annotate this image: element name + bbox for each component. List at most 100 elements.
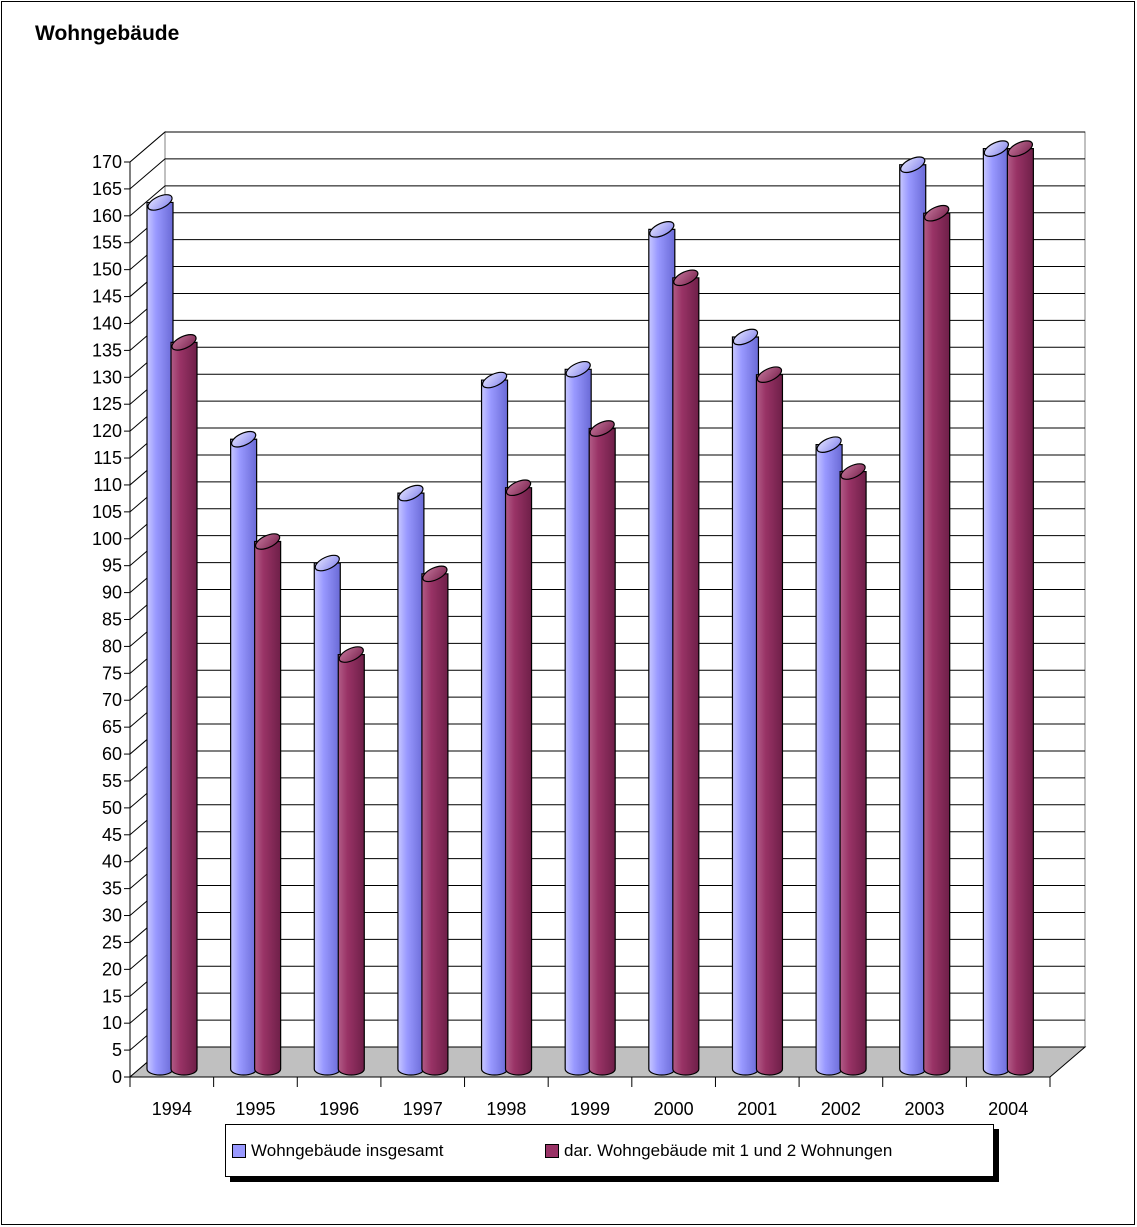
bar-top bbox=[481, 371, 508, 389]
bar-top bbox=[983, 140, 1010, 157]
bar-body bbox=[1006, 148, 1034, 1076]
y-tick-label-155: 155 bbox=[92, 233, 122, 253]
x-tick-label-1994: 1994 bbox=[152, 1099, 192, 1119]
bar-body bbox=[397, 492, 425, 1076]
y-tick-label-150: 150 bbox=[92, 260, 122, 280]
y-tick-label-130: 130 bbox=[92, 367, 122, 387]
legend-swatch-1-und-2-wohnungen bbox=[545, 1144, 559, 1158]
chart-axes bbox=[124, 161, 1051, 1087]
y-tick-label-170: 170 bbox=[92, 152, 122, 172]
bar-body bbox=[170, 341, 198, 1076]
bar-top bbox=[756, 366, 783, 384]
bar-insgesamt-1994 bbox=[146, 194, 174, 1076]
bar-top bbox=[1007, 140, 1034, 157]
x-tick-label-2004: 2004 bbox=[988, 1099, 1028, 1119]
x-tick-label-1995: 1995 bbox=[235, 1099, 275, 1119]
y-tick-label-140: 140 bbox=[92, 313, 122, 333]
y-tick-label-75: 75 bbox=[102, 663, 122, 683]
bar-top bbox=[924, 204, 950, 222]
y-tick-label-135: 135 bbox=[92, 340, 122, 360]
y-tick-label-30: 30 bbox=[102, 906, 122, 926]
bar-1-und-2-wohnungen-1997 bbox=[421, 565, 449, 1076]
legend-label-1-und-2-wohnungen: dar. Wohngebäude mit 1 und 2 Wohnungen bbox=[564, 1141, 893, 1160]
gridline-170 bbox=[129, 131, 1085, 163]
x-tick-label-2002: 2002 bbox=[821, 1099, 861, 1119]
y-tick-label-160: 160 bbox=[92, 206, 122, 226]
bar-body bbox=[839, 470, 867, 1076]
bar-body bbox=[313, 562, 341, 1076]
bar-body bbox=[982, 148, 1010, 1076]
bar-top bbox=[171, 334, 197, 351]
x-tick-label-2003: 2003 bbox=[905, 1099, 945, 1119]
bar-body bbox=[230, 438, 258, 1076]
y-tick-label-100: 100 bbox=[92, 529, 122, 549]
bar-1-und-2-wohnungen-2003 bbox=[923, 204, 951, 1076]
bar-top bbox=[254, 533, 281, 550]
bar-top bbox=[816, 436, 842, 453]
y-tick-label-165: 165 bbox=[92, 179, 122, 199]
legend: Wohngebäude insgesamt dar. Wohngebäude m… bbox=[225, 1124, 994, 1177]
bar-insgesamt-1998 bbox=[480, 371, 509, 1076]
y-tick-label-25: 25 bbox=[102, 932, 122, 952]
bar-top bbox=[338, 646, 364, 663]
bar-body bbox=[731, 336, 760, 1076]
y-tick-label-85: 85 bbox=[102, 610, 122, 630]
gridline-160 bbox=[129, 185, 1085, 217]
y-tick-label-95: 95 bbox=[102, 556, 122, 576]
bar-body bbox=[899, 164, 927, 1076]
bar-top bbox=[840, 463, 866, 480]
bar-insgesamt-2000 bbox=[648, 221, 676, 1076]
y-tick-label-65: 65 bbox=[102, 717, 122, 737]
y-tick-label-105: 105 bbox=[92, 502, 122, 522]
y-tick-label-45: 45 bbox=[102, 825, 122, 845]
bar-top bbox=[900, 156, 926, 174]
bar-body bbox=[755, 374, 784, 1076]
bar-body bbox=[923, 212, 951, 1076]
bar-top bbox=[732, 328, 759, 346]
bar-insgesamt-1995 bbox=[230, 430, 258, 1076]
bar-insgesamt-1999 bbox=[564, 360, 592, 1076]
y-tick-label-20: 20 bbox=[102, 959, 122, 979]
bar-top bbox=[147, 194, 173, 211]
y-tick-label-120: 120 bbox=[92, 421, 122, 441]
y-tick-label-115: 115 bbox=[93, 448, 122, 468]
bar-top bbox=[673, 269, 699, 287]
bar-1-und-2-wohnungen-2000 bbox=[672, 269, 700, 1076]
y-tick-label-55: 55 bbox=[102, 771, 122, 791]
tick-labels: 0 5 10 15 20 25 30 35 40 45 50 55 60 65 70 75 80 85 90 95 10… bbox=[92, 152, 1028, 1119]
legend-swatch-insgesamt bbox=[232, 1144, 246, 1158]
bar-body bbox=[815, 444, 843, 1076]
bar-top bbox=[398, 484, 424, 502]
x-tick-label-1996: 1996 bbox=[319, 1099, 359, 1119]
bar-insgesamt-1997 bbox=[397, 484, 425, 1076]
bar-insgesamt-2002 bbox=[815, 436, 843, 1076]
y-tick-label-80: 80 bbox=[102, 636, 122, 656]
bar-body bbox=[648, 228, 676, 1076]
bar-body bbox=[480, 379, 509, 1076]
bar-body bbox=[588, 427, 616, 1076]
y-tick-label-40: 40 bbox=[102, 852, 122, 872]
gridline-165 bbox=[129, 158, 1085, 190]
x-tick-label-1998: 1998 bbox=[486, 1099, 526, 1119]
bar-body bbox=[421, 573, 449, 1076]
bar-body bbox=[672, 277, 700, 1076]
x-tick-label-2001: 2001 bbox=[737, 1099, 777, 1119]
legend-item-1-und-2-wohnungen: dar. Wohngebäude mit 1 und 2 Wohnungen bbox=[545, 1141, 892, 1161]
y-tick-label-145: 145 bbox=[92, 287, 122, 307]
y-tick-label-5: 5 bbox=[112, 1040, 122, 1060]
bar-top bbox=[230, 430, 257, 448]
y-tick-label-50: 50 bbox=[102, 798, 122, 818]
bar-body bbox=[337, 653, 365, 1076]
bar-top bbox=[565, 360, 591, 378]
bar-top bbox=[422, 565, 448, 583]
y-tick-label-0: 0 bbox=[112, 1067, 122, 1087]
y-tick-label-90: 90 bbox=[102, 583, 122, 603]
y-tick-label-60: 60 bbox=[102, 744, 122, 764]
chart-title: Wohngebäude bbox=[35, 22, 180, 45]
bar-1-und-2-wohnungen-1995 bbox=[254, 533, 282, 1076]
bar-body bbox=[254, 540, 282, 1076]
bar-insgesamt-2003 bbox=[899, 156, 927, 1076]
y-tick-label-70: 70 bbox=[102, 690, 122, 710]
